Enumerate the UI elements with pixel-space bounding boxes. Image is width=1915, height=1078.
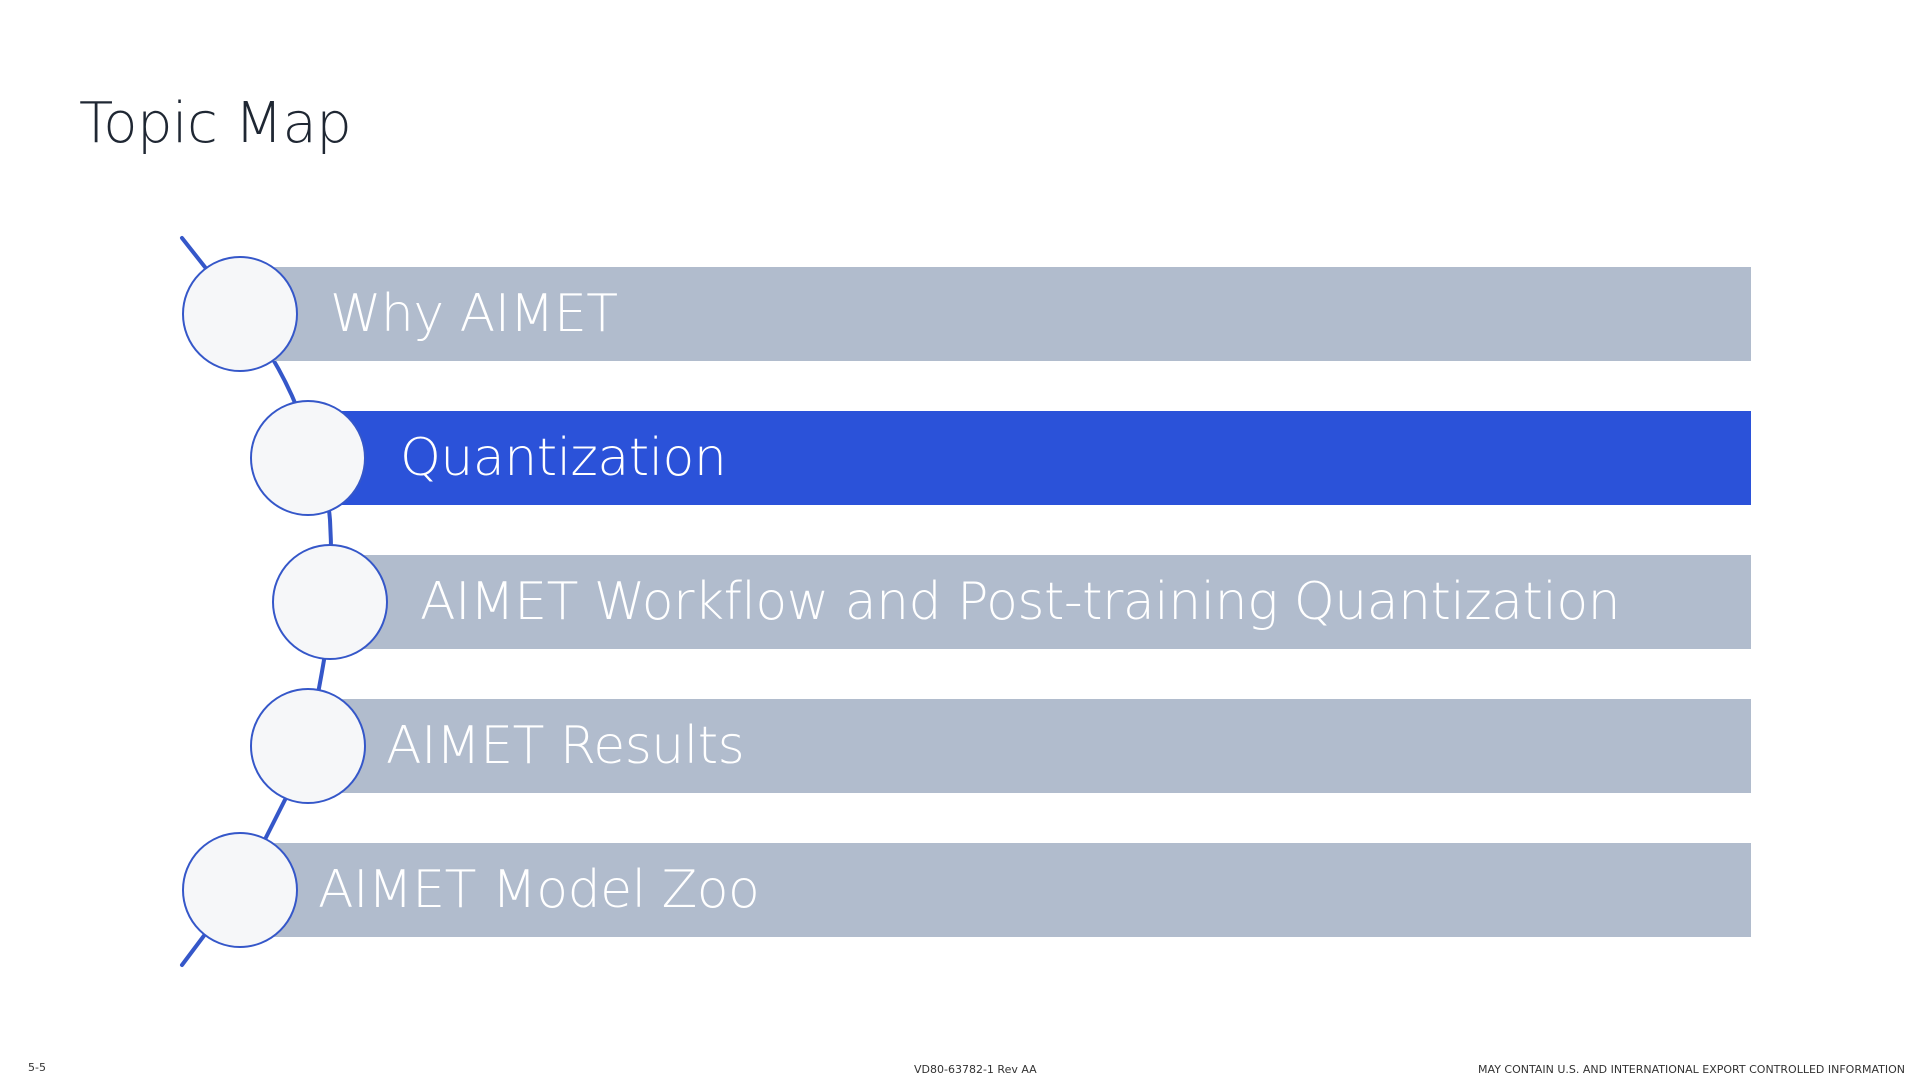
topic-bar-aimet-model-zoo[interactable]: AIMET Model Zoo <box>242 843 1751 937</box>
topic-node-aimet-workflow[interactable] <box>272 544 388 660</box>
topic-label: AIMET Model Zoo <box>318 860 760 920</box>
topic-node-why-aimet[interactable] <box>182 256 298 372</box>
topic-bar-why-aimet[interactable]: Why AIMET <box>242 267 1751 361</box>
topic-node-aimet-results[interactable] <box>250 688 366 804</box>
topic-label: AIMET Results <box>386 716 745 776</box>
topic-bar-aimet-results[interactable]: AIMET Results <box>310 699 1751 793</box>
export-notice: MAY CONTAIN U.S. AND INTERNATIONAL EXPOR… <box>1478 1063 1905 1076</box>
topic-node-aimet-model-zoo[interactable] <box>182 832 298 948</box>
page-number: 5-5 <box>28 1061 46 1074</box>
topic-node-quantization[interactable] <box>250 400 366 516</box>
topic-bar-quantization[interactable]: Quantization <box>310 411 1751 505</box>
topic-label: Quantization <box>400 428 727 488</box>
topic-label: Why AIMET <box>330 284 618 344</box>
topic-bar-aimet-workflow[interactable]: AIMET Workflow and Post-training Quantiz… <box>332 555 1751 649</box>
document-id: VD80-63782-1 Rev AA <box>914 1063 1037 1076</box>
topic-label: AIMET Workflow and Post-training Quantiz… <box>420 572 1621 632</box>
slide-title: Topic Map <box>79 91 352 156</box>
